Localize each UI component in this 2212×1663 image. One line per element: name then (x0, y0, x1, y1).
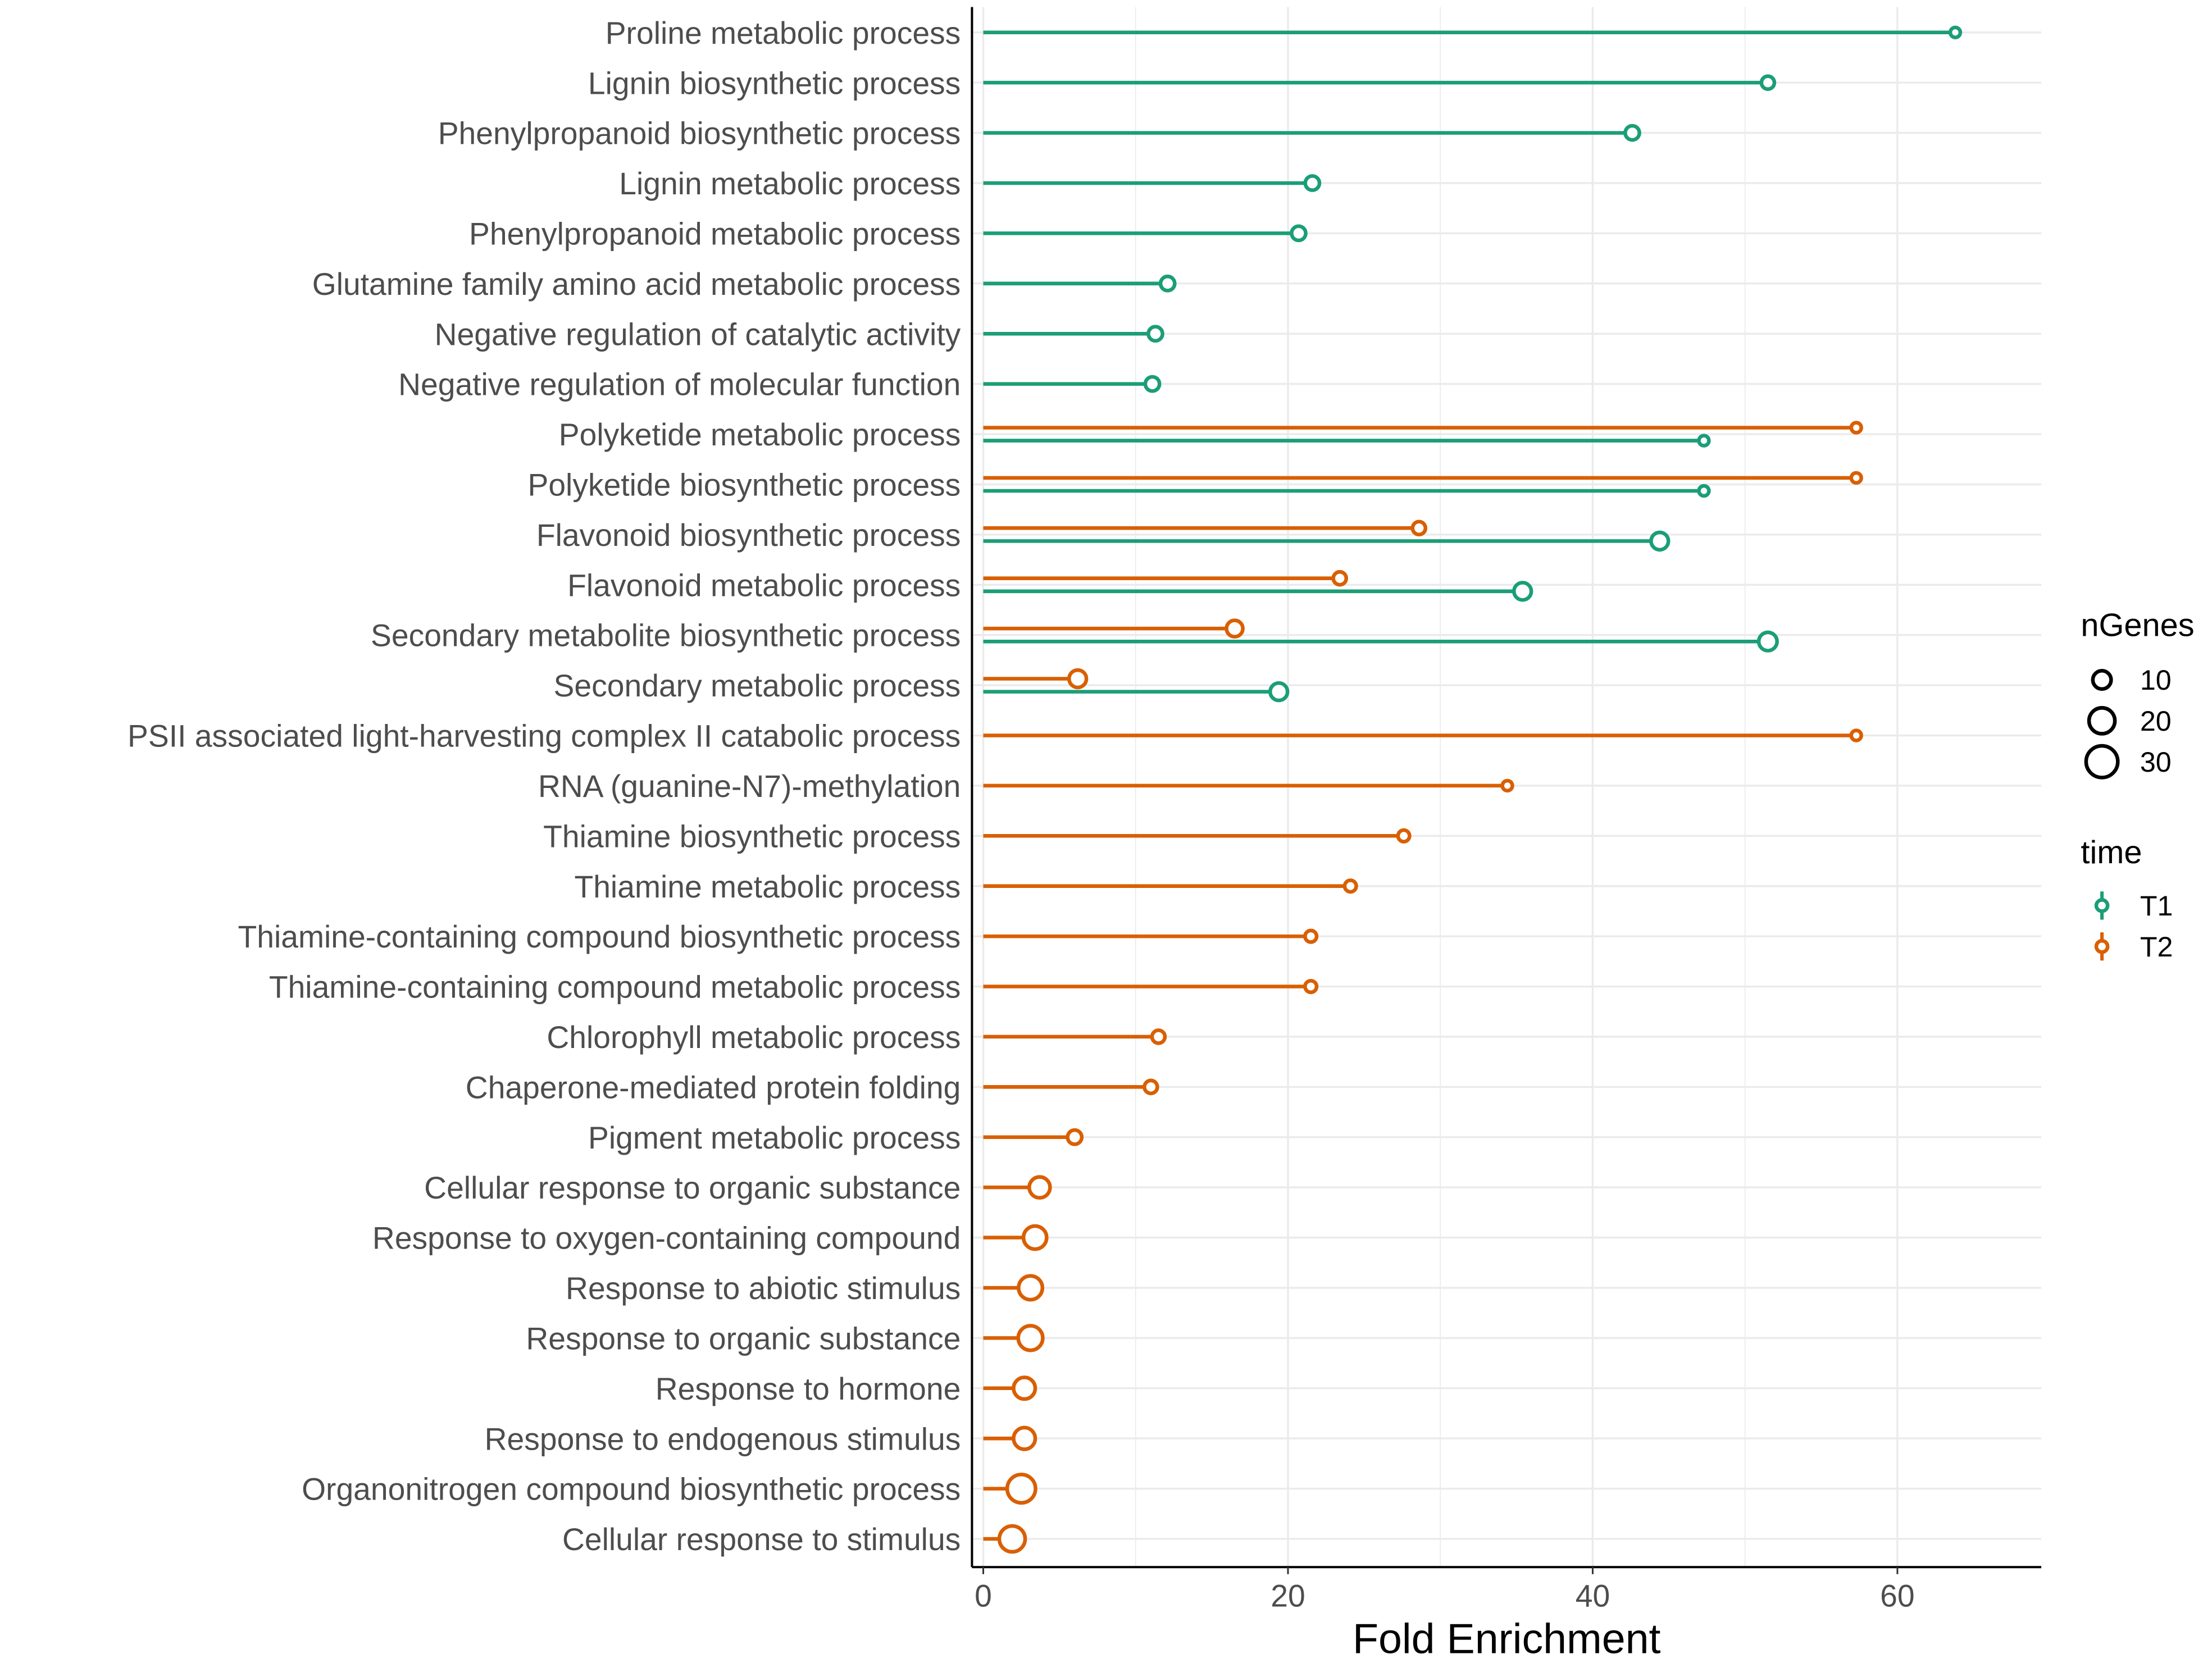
x-tick-label: 0 (975, 1579, 992, 1614)
lollipop-point-T2 (1005, 1473, 1037, 1505)
y-tick-label: Lignin biosynthetic process (588, 66, 961, 101)
lollipop-point-T2 (1303, 928, 1319, 944)
lollipop-point-T2 (1342, 878, 1358, 894)
lollipop-point-T1 (1697, 434, 1711, 448)
lollipop-point-T2 (1021, 1224, 1049, 1251)
lollipop-point-T2 (1012, 1425, 1037, 1451)
lollipop-point-T2 (1016, 1324, 1045, 1352)
y-tick-label: Thiamine-containing compound biosyntheti… (238, 919, 961, 954)
y-tick-label: Glutamine family amino acid metabolic pr… (312, 267, 961, 302)
lollipop-point-T1 (1158, 274, 1177, 293)
x-tick-label: 20 (1271, 1579, 1305, 1614)
y-tick-label: PSII associated light-harvesting complex… (128, 719, 961, 754)
y-tick-label: Response to hormone (656, 1372, 961, 1406)
lollipop-point-T1 (1512, 581, 1533, 602)
lollipop-point-T2 (1849, 728, 1863, 742)
legend-color-label: T1 (2140, 890, 2173, 922)
lollipop-point-T2 (1849, 421, 1863, 435)
lollipop-point-T2 (1067, 668, 1089, 690)
legend-size-title: nGenes (2081, 608, 2194, 644)
lollipop-point-T2 (1331, 569, 1348, 587)
lollipop-point-T1 (1756, 630, 1779, 653)
y-tick-label: Flavonoid biosynthetic process (536, 518, 961, 553)
lollipop-point-T2 (1143, 1078, 1159, 1096)
x-axis-title: Fold Enrichment (1353, 1615, 1661, 1662)
y-tick-label: Secondary metabolite biosynthetic proces… (371, 618, 961, 653)
y-tick-label: Polyketide metabolic process (559, 417, 961, 452)
legend-size-label: 30 (2140, 746, 2172, 778)
y-tick-label: Thiamine biosynthetic process (543, 819, 961, 854)
lollipop-point-T2 (1410, 520, 1428, 537)
y-tick-label: RNA (guanine-N7)-methylation (538, 769, 961, 804)
lollipop-point-T1 (1697, 484, 1711, 498)
lollipop-point-T1 (1268, 681, 1290, 703)
lollipop-point-T2 (1849, 471, 1863, 485)
lollipop-point-T2 (1066, 1128, 1084, 1146)
legend-color-label: T2 (2140, 931, 2173, 963)
y-tick-label: Cellular response to stimulus (562, 1522, 961, 1557)
y-axis-labels: Proline metabolic process Lignin biosynth… (128, 16, 961, 1557)
lollipop-point-T1 (1649, 530, 1671, 552)
lollipop-point-T2 (1225, 618, 1245, 639)
y-tick-label: Negative regulation of catalytic activit… (435, 317, 961, 352)
lollipop-point-T1 (1759, 74, 1777, 91)
chart-marks (983, 25, 1963, 1554)
legend: nGenes time 10 20 30 T1 T2 (2081, 608, 2194, 963)
lollipop-point-T2 (1017, 1274, 1045, 1302)
legend-color-title: time (2081, 835, 2142, 871)
legend-size-circle (2087, 706, 2117, 736)
y-tick-label: Negative regulation of molecular functio… (398, 367, 961, 402)
y-tick-label: Thiamine metabolic process (574, 869, 961, 904)
lollipop-point-T1 (1623, 124, 1641, 142)
legend-size-label: 20 (2140, 705, 2172, 737)
y-tick-label: Lignin metabolic process (619, 166, 961, 201)
y-tick-label: Phenylpropanoid biosynthetic process (438, 116, 961, 151)
lollipop-point-T1 (1303, 174, 1322, 192)
lollipop-point-T2 (1150, 1028, 1167, 1045)
lollipop-point-T2 (997, 1524, 1027, 1554)
legend-size-circle (2091, 668, 2113, 691)
y-tick-label: Secondary metabolic process (554, 668, 961, 703)
y-tick-label: Polyketide biosynthetic process (527, 468, 961, 503)
y-tick-label: Proline metabolic process (606, 16, 961, 51)
y-tick-label: Flavonoid metabolic process (567, 568, 961, 603)
legend-color-key-point (2094, 938, 2110, 954)
lollipop-point-T1 (1143, 375, 1162, 393)
y-tick-label: Pigment metabolic process (588, 1120, 961, 1155)
y-tick-label: Chaperone-mediated protein folding (466, 1070, 961, 1105)
y-tick-label: Response to endogenous stimulus (485, 1421, 961, 1456)
x-tick-label: 40 (1576, 1579, 1610, 1614)
y-tick-label: Response to abiotic stimulus (566, 1271, 961, 1306)
y-tick-label: Thiamine-containing compound metabolic p… (269, 970, 961, 1005)
lollipop-point-T1 (1146, 325, 1164, 343)
y-tick-label: Response to oxygen-containing compound (372, 1221, 961, 1256)
y-tick-label: Chlorophyll metabolic process (547, 1020, 961, 1055)
lollipop-point-T1 (1948, 25, 1963, 39)
legend-size-label: 10 (2140, 664, 2172, 696)
lollipop-point-T2 (1303, 978, 1319, 995)
legend-color-key-point (2094, 898, 2110, 913)
y-tick-label: Cellular response to organic substance (424, 1170, 961, 1205)
lollipop-point-T2 (1012, 1375, 1037, 1401)
lollipop-point-T2 (1500, 778, 1514, 793)
lollipop-point-T2 (1396, 828, 1412, 844)
x-axis-ticks: 0 20 40 60 (975, 1567, 1915, 1614)
lollipop-point-T1 (1290, 224, 1308, 243)
y-tick-label: Response to organic substance (526, 1321, 961, 1356)
y-tick-label: Organonitrogen compound biosynthetic pro… (302, 1472, 961, 1507)
x-tick-label: 60 (1880, 1579, 1914, 1614)
lollipop-point-T2 (1027, 1175, 1052, 1200)
y-tick-label: Phenylpropanoid metabolic process (469, 216, 961, 251)
legend-size-circle (2084, 744, 2120, 780)
